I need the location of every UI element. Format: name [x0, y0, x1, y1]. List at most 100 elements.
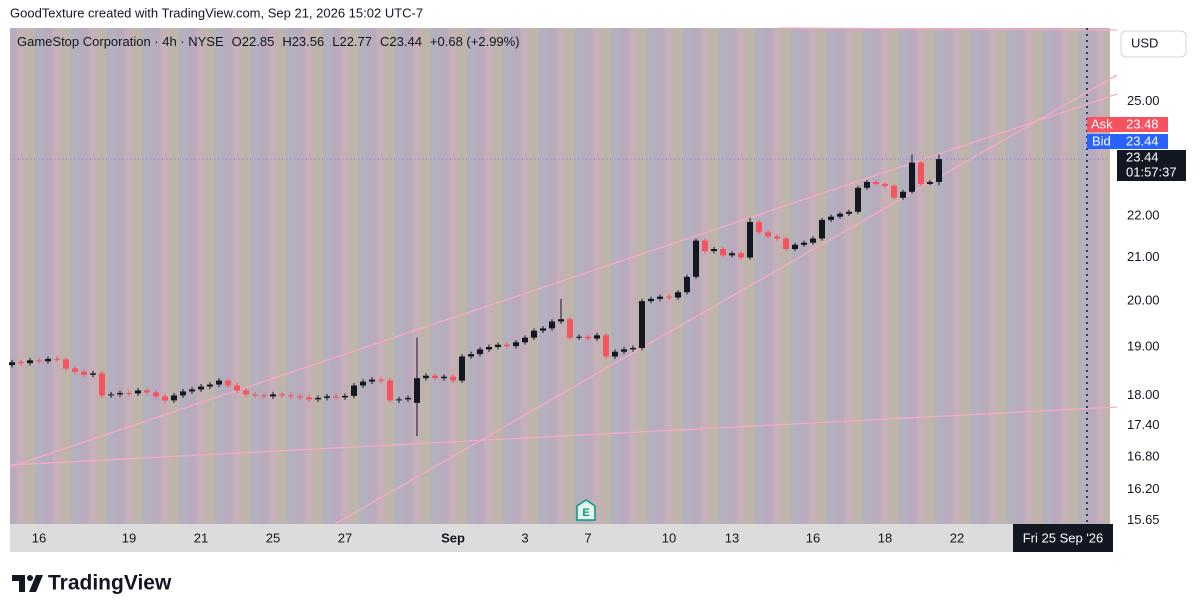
x-tick-label: 22 — [950, 530, 964, 545]
candle-body — [711, 248, 717, 252]
currency-button[interactable] — [1120, 30, 1187, 58]
candle-body — [450, 376, 456, 381]
candle-body — [513, 342, 519, 347]
logo-shape — [29, 575, 43, 592]
ask-label: Ask — [1091, 116, 1113, 131]
candle-body — [927, 181, 933, 184]
candle-body — [216, 380, 222, 385]
candle-body — [306, 397, 312, 400]
candle-body — [333, 396, 339, 398]
candle-body — [9, 362, 15, 366]
bid-label: Bid — [1092, 133, 1111, 148]
y-tick-label: 15.65 — [1127, 512, 1160, 527]
candle-body — [576, 336, 582, 338]
candle-body — [900, 191, 906, 198]
candle-body — [540, 328, 546, 331]
logo-shape — [12, 575, 25, 592]
candle-body — [234, 385, 240, 391]
candle-body — [603, 335, 609, 357]
candle-body — [18, 362, 24, 364]
trend-line — [9, 93, 1118, 468]
countdown: 01:57:37 — [1126, 164, 1177, 179]
candle-body — [414, 378, 420, 403]
candle-body — [315, 397, 321, 400]
candle-body — [261, 395, 267, 397]
x-tick-label: 25 — [266, 530, 280, 545]
legend-title: GameStop Corporation · 4h · NYSE — [17, 34, 224, 49]
candle-body — [225, 380, 231, 386]
candle-body — [288, 395, 294, 397]
header-text: GoodTexture created with TradingView.com… — [10, 5, 423, 20]
crosshair-label-box — [1013, 524, 1113, 552]
y-tick-label: 18.00 — [1127, 387, 1160, 402]
candle-body — [486, 347, 492, 350]
candle-body — [549, 321, 555, 329]
x-tick-label: 19 — [122, 530, 136, 545]
candle-body — [864, 181, 870, 188]
y-tick-label: 25.00 — [1127, 93, 1160, 108]
candle-body — [27, 360, 33, 364]
candle-body — [693, 240, 699, 277]
candle-body — [144, 390, 150, 393]
currency-label[interactable]: USD — [1131, 35, 1158, 50]
candle-body — [846, 211, 852, 214]
candle-body — [387, 380, 393, 401]
x-tick-label: 21 — [194, 530, 208, 545]
candle-body — [675, 292, 681, 298]
candle-body — [747, 221, 753, 258]
candle-body — [171, 395, 177, 401]
legend-value: O22.85 — [232, 34, 275, 49]
candle-body — [819, 219, 825, 239]
candle-body — [702, 240, 708, 252]
candle-body — [270, 394, 276, 397]
candle-body — [639, 301, 645, 348]
candle-body — [738, 253, 744, 258]
candle-body — [63, 359, 69, 369]
crosshair-label: Fri 25 Sep '26 — [1023, 530, 1104, 545]
candle-body — [99, 373, 105, 396]
legend-value: H23.56 — [282, 34, 324, 49]
candle-body — [441, 376, 447, 379]
candle-body — [756, 221, 762, 233]
candle-body — [405, 397, 411, 400]
candle-body — [459, 356, 465, 381]
candle-body — [72, 368, 78, 372]
candle-body — [252, 394, 258, 396]
candle-body — [207, 384, 213, 387]
event-marker-shape — [576, 499, 596, 521]
ask-value: 23.48 — [1126, 116, 1159, 131]
brand-name: TradingView — [48, 572, 172, 595]
candle-body — [54, 358, 60, 360]
y-tick-label: 16.80 — [1127, 449, 1160, 464]
bid-box — [1087, 134, 1168, 149]
candle-body — [360, 381, 366, 386]
bid-value: 23.44 — [1126, 133, 1159, 148]
candle-body — [45, 358, 51, 362]
candle-body — [594, 335, 600, 339]
y-tick-label: 22.00 — [1127, 207, 1160, 222]
candle-body — [909, 162, 915, 192]
candle-body — [873, 181, 879, 184]
candle-body — [90, 373, 96, 375]
plot-background — [10, 28, 1110, 524]
candle-body — [882, 183, 888, 186]
x-tick-label: 16 — [806, 530, 820, 545]
candle-body — [801, 242, 807, 245]
legend: GameStop Corporation · 4h · NYSE O22.85 H2… — [17, 34, 520, 49]
x-tick-label: 13 — [725, 530, 739, 545]
x-tick-label: 18 — [878, 530, 892, 545]
candle-body — [531, 330, 537, 338]
event-marker-label: E — [582, 507, 589, 519]
x-tick-label: 10 — [662, 530, 676, 545]
y-tick-label: 21.00 — [1127, 249, 1160, 264]
candle-body — [657, 296, 663, 299]
trend-line — [779, 27, 1118, 31]
candle-body — [837, 213, 843, 217]
candle-body — [495, 344, 501, 348]
x-tick-label: 27 — [338, 530, 352, 545]
candle-body — [36, 360, 42, 362]
candle-body — [828, 216, 834, 220]
candle-body — [720, 248, 726, 256]
candle-body — [666, 296, 672, 298]
